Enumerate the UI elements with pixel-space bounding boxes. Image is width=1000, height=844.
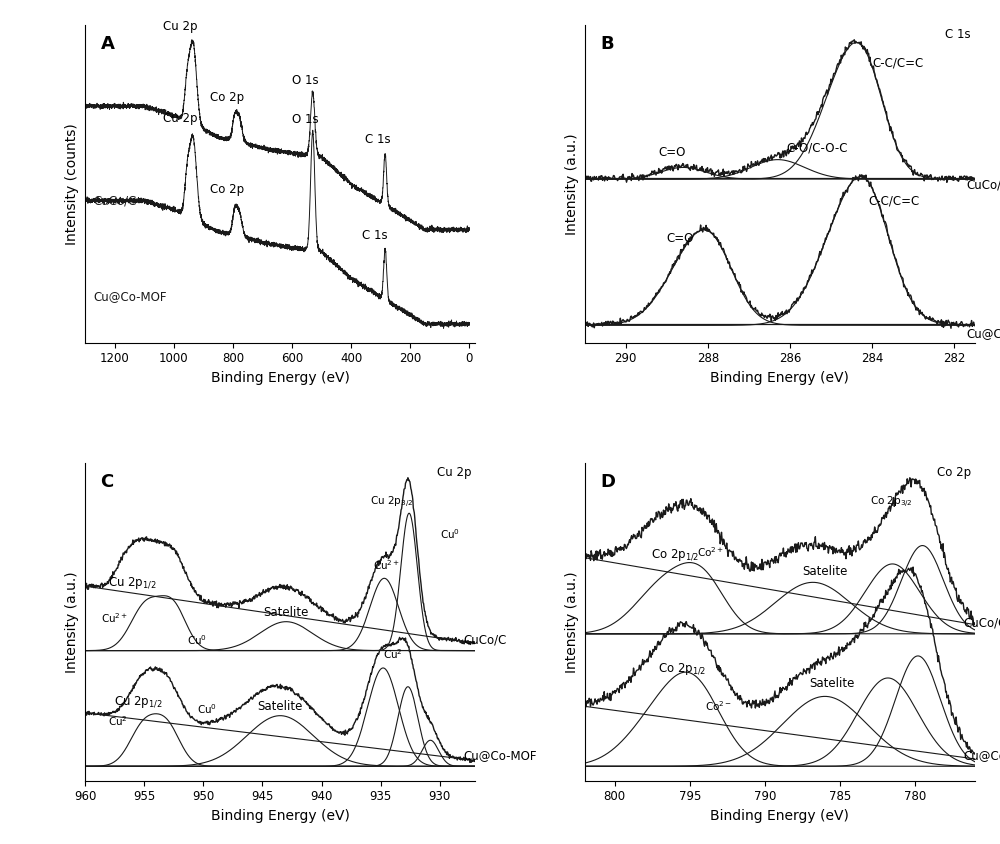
Text: D: D [600,473,615,491]
Text: Co 2p$_{1/2}$: Co 2p$_{1/2}$ [651,548,699,563]
Text: C=O: C=O [659,146,686,159]
Text: Cu@Co-MOF: Cu@Co-MOF [967,327,1000,340]
Text: Cu$^{2+}$: Cu$^{2+}$ [373,558,400,571]
Text: C=O: C=O [667,231,694,245]
Text: C 1s: C 1s [365,133,391,146]
X-axis label: Binding Energy (eV): Binding Energy (eV) [211,371,350,385]
Text: Cu 2p: Cu 2p [163,20,197,33]
Text: Satelite: Satelite [263,606,309,619]
Text: C-C/C=C: C-C/C=C [872,56,924,69]
Text: Co 2p$_{3/2}$: Co 2p$_{3/2}$ [870,495,913,510]
Text: Co$^{2-}$: Co$^{2-}$ [705,700,732,713]
X-axis label: Binding Energy (eV): Binding Energy (eV) [710,371,849,385]
Text: Co 2p$_{1/2}$: Co 2p$_{1/2}$ [658,662,706,677]
Y-axis label: Intensity (counts): Intensity (counts) [65,123,79,245]
Text: Satelite: Satelite [810,677,855,690]
Y-axis label: Intensity (a.u.): Intensity (a.u.) [65,571,79,673]
Text: Cu$^{2}$: Cu$^{2}$ [383,647,402,661]
Text: Cu 2p$_{3/2}$: Cu 2p$_{3/2}$ [370,495,413,510]
Text: Cu$^{0}$: Cu$^{0}$ [187,633,207,647]
Text: C: C [101,473,114,491]
Text: B: B [600,35,614,53]
Text: Satelite: Satelite [257,700,303,713]
Text: Co 2p: Co 2p [937,467,971,479]
Text: Cu$^{0}$: Cu$^{0}$ [440,527,460,541]
Y-axis label: Intensity (a.u.): Intensity (a.u.) [565,133,579,235]
Text: Co 2p: Co 2p [210,90,244,104]
Text: C-C/C=C: C-C/C=C [868,194,919,208]
Text: O 1s: O 1s [292,113,319,126]
Text: CuCo/C: CuCo/C [963,616,1000,630]
Text: Cu@Co-MOF: Cu@Co-MOF [94,290,167,303]
Text: Satelite: Satelite [802,565,848,578]
Text: Cu$^{2}$: Cu$^{2}$ [108,714,128,728]
Text: A: A [101,35,114,53]
Text: C 1s: C 1s [362,229,388,242]
Text: C-O/C-O-C: C-O/C-O-C [786,142,847,154]
Y-axis label: Intensity (a.u.): Intensity (a.u.) [565,571,579,673]
Text: Cu$^{2+}$: Cu$^{2+}$ [101,612,128,625]
X-axis label: Binding Energy (eV): Binding Energy (eV) [211,809,350,823]
X-axis label: Binding Energy (eV): Binding Energy (eV) [710,809,849,823]
Text: Cu@Co-MOF: Cu@Co-MOF [963,749,1000,762]
Text: Cu 2p$_{1/2}$: Cu 2p$_{1/2}$ [108,576,157,592]
Text: Cu@Co-MOF: Cu@Co-MOF [464,749,537,762]
Text: CuCo/C: CuCo/C [464,633,507,647]
Text: Cu$^{0}$: Cu$^{0}$ [197,702,217,716]
Text: Co 2p: Co 2p [210,183,244,197]
Text: CuCo/C: CuCo/C [967,179,1000,192]
Text: Co$^{2+}$: Co$^{2+}$ [697,545,724,559]
Text: CuCo/C: CuCo/C [94,194,137,207]
Text: O 1s: O 1s [292,73,319,87]
Text: Cu 2p: Cu 2p [437,467,471,479]
Text: Cu 2p$_{1/2}$: Cu 2p$_{1/2}$ [114,695,163,710]
Text: C 1s: C 1s [945,29,971,41]
Text: Cu 2p: Cu 2p [163,111,197,125]
